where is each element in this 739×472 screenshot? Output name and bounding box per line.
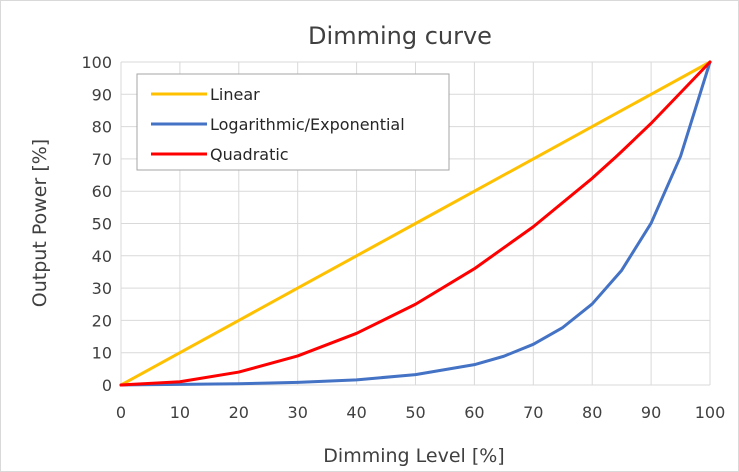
y-tick-label: 60 — [92, 182, 112, 201]
y-tick-label: 90 — [92, 85, 112, 104]
x-tick-label: 30 — [288, 403, 308, 422]
y-tick-label: 40 — [92, 247, 112, 266]
series-layer — [119, 60, 712, 387]
y-tick-label: 20 — [92, 311, 112, 330]
x-tick-label: 100 — [695, 403, 726, 422]
y-tick-label: 10 — [92, 344, 112, 363]
x-tick-label: 10 — [170, 403, 190, 422]
y-tick-label: 100 — [81, 53, 112, 72]
y-tick-label: 70 — [92, 150, 112, 169]
series-line-1 — [119, 60, 712, 387]
x-tick-label: 20 — [229, 403, 249, 422]
x-tick-label: 50 — [405, 403, 425, 422]
y-tick-label: 30 — [92, 279, 112, 298]
x-tick-label: 70 — [523, 403, 543, 422]
legend-label: Linear — [210, 85, 260, 104]
series-line-3 — [119, 60, 712, 387]
x-tick-label: 80 — [582, 403, 602, 422]
legend-label: Quadratic — [210, 145, 289, 164]
legend-label: Logarithmic/Exponential — [210, 115, 405, 134]
x-tick-label: 40 — [346, 403, 366, 422]
x-tick-label: 90 — [641, 403, 661, 422]
legend: Linear Logarithmic/Exponential Quadratic — [136, 73, 450, 171]
ticks: 0 10 20 30 40 50 60 70 80 90 100 0 10 20 30 40 50 60 70 80 9… — [81, 53, 725, 422]
x-tick-label: 0 — [116, 403, 126, 422]
y-tick-label: 0 — [102, 376, 112, 395]
y-tick-label: 80 — [92, 118, 112, 137]
x-tick-label: 60 — [464, 403, 484, 422]
y-tick-label: 50 — [92, 215, 112, 234]
y-axis-title: Output Power [%] — [29, 139, 51, 307]
x-axis-title: Dimming Level [%] — [323, 445, 504, 467]
chart-title: Dimming curve — [308, 22, 492, 50]
series-line-2 — [119, 60, 712, 387]
